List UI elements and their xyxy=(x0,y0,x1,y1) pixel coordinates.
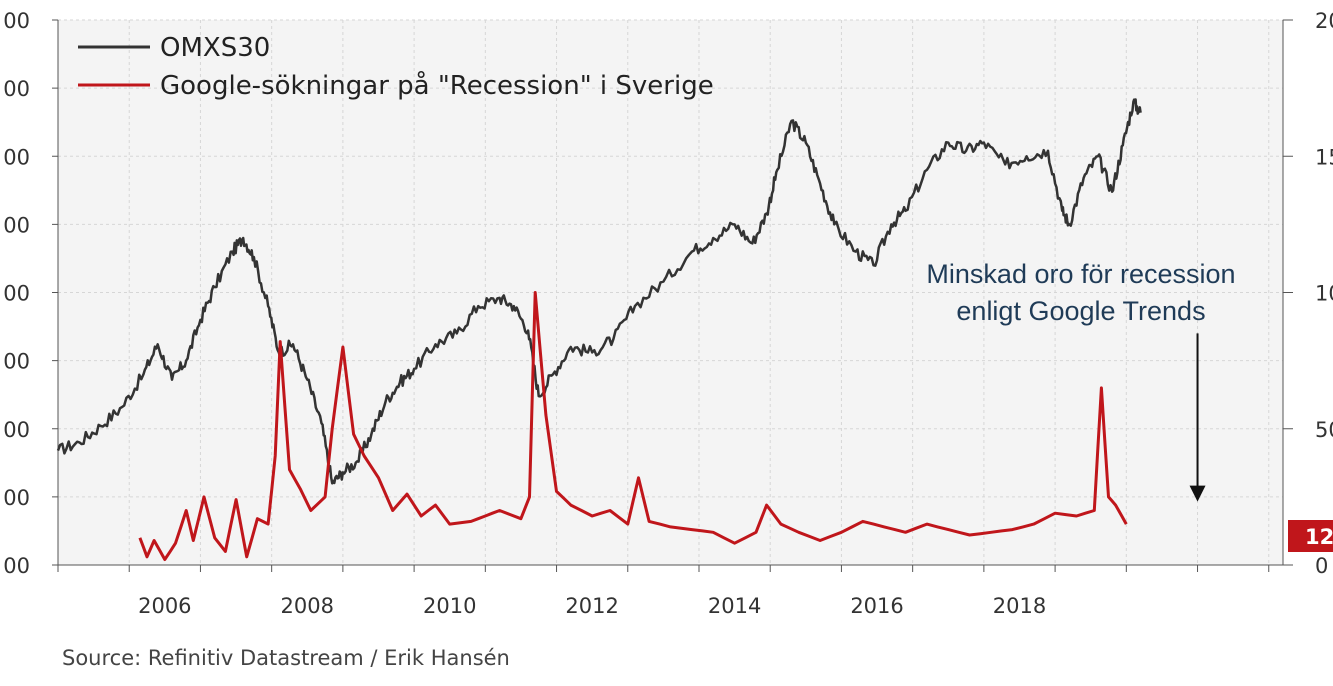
series-line-google-searches xyxy=(138,291,1128,561)
left-tick-label: 00 xyxy=(3,418,30,442)
left-tick-label: 00 xyxy=(3,9,30,33)
last-value-badge-bg xyxy=(1288,520,1333,552)
series-line-omxs30 xyxy=(56,98,1142,485)
right-tick-label: 15 xyxy=(1315,145,1333,169)
right-tick-label: 20 xyxy=(1315,9,1333,33)
right-tick-label: 0 xyxy=(1315,554,1328,578)
last-value-badge-text: 12 xyxy=(1305,525,1333,549)
x-tick-label: 2006 xyxy=(138,594,191,618)
series-lines xyxy=(56,98,1142,561)
grid xyxy=(58,19,1283,566)
source-note: Source: Refinitiv Datastream / Erik Hans… xyxy=(62,646,510,670)
left-tick-label: 00 xyxy=(3,486,30,510)
x-tick-label: 2016 xyxy=(850,594,903,618)
left-tick-label: 00 xyxy=(3,350,30,374)
legend-label-omxs30: OMXS30 xyxy=(160,33,270,63)
left-tick-label: 00 xyxy=(3,554,30,578)
left-tick-label: 00 xyxy=(3,282,30,306)
x-tick-label: 2010 xyxy=(423,594,476,618)
x-tick-label: 2012 xyxy=(565,594,618,618)
x-tick-label: 2018 xyxy=(993,594,1046,618)
right-axis: 0 50 10 15 20 xyxy=(1282,9,1333,578)
annotation: Minskad oro för recession enligt Google … xyxy=(926,259,1236,502)
annotation-line-1: Minskad oro för recession xyxy=(926,259,1235,289)
left-axis: 00 00 00 00 00 00 00 00 00 xyxy=(3,9,59,578)
left-tick-label: 00 xyxy=(3,213,30,237)
x-axis: 2006 2008 2010 2012 2014 2016 2018 xyxy=(57,564,1283,618)
right-tick-label: 50 xyxy=(1315,418,1333,442)
x-tick-label: 2008 xyxy=(281,594,334,618)
legend-label-google-searches: Google-sökningar på "Recession" i Sverig… xyxy=(160,70,714,101)
annotation-line-2: enligt Google Trends xyxy=(956,296,1205,326)
x-tick-label: 2014 xyxy=(708,594,761,618)
annotation-arrow-head xyxy=(1189,485,1206,502)
right-tick-label: 10 xyxy=(1315,282,1333,306)
legend: OMXS30 Google-sökningar på "Recession" i… xyxy=(78,33,714,101)
left-tick-label: 00 xyxy=(3,77,30,101)
last-value-badge: 12 xyxy=(1288,520,1333,552)
left-tick-label: 00 xyxy=(3,145,30,169)
